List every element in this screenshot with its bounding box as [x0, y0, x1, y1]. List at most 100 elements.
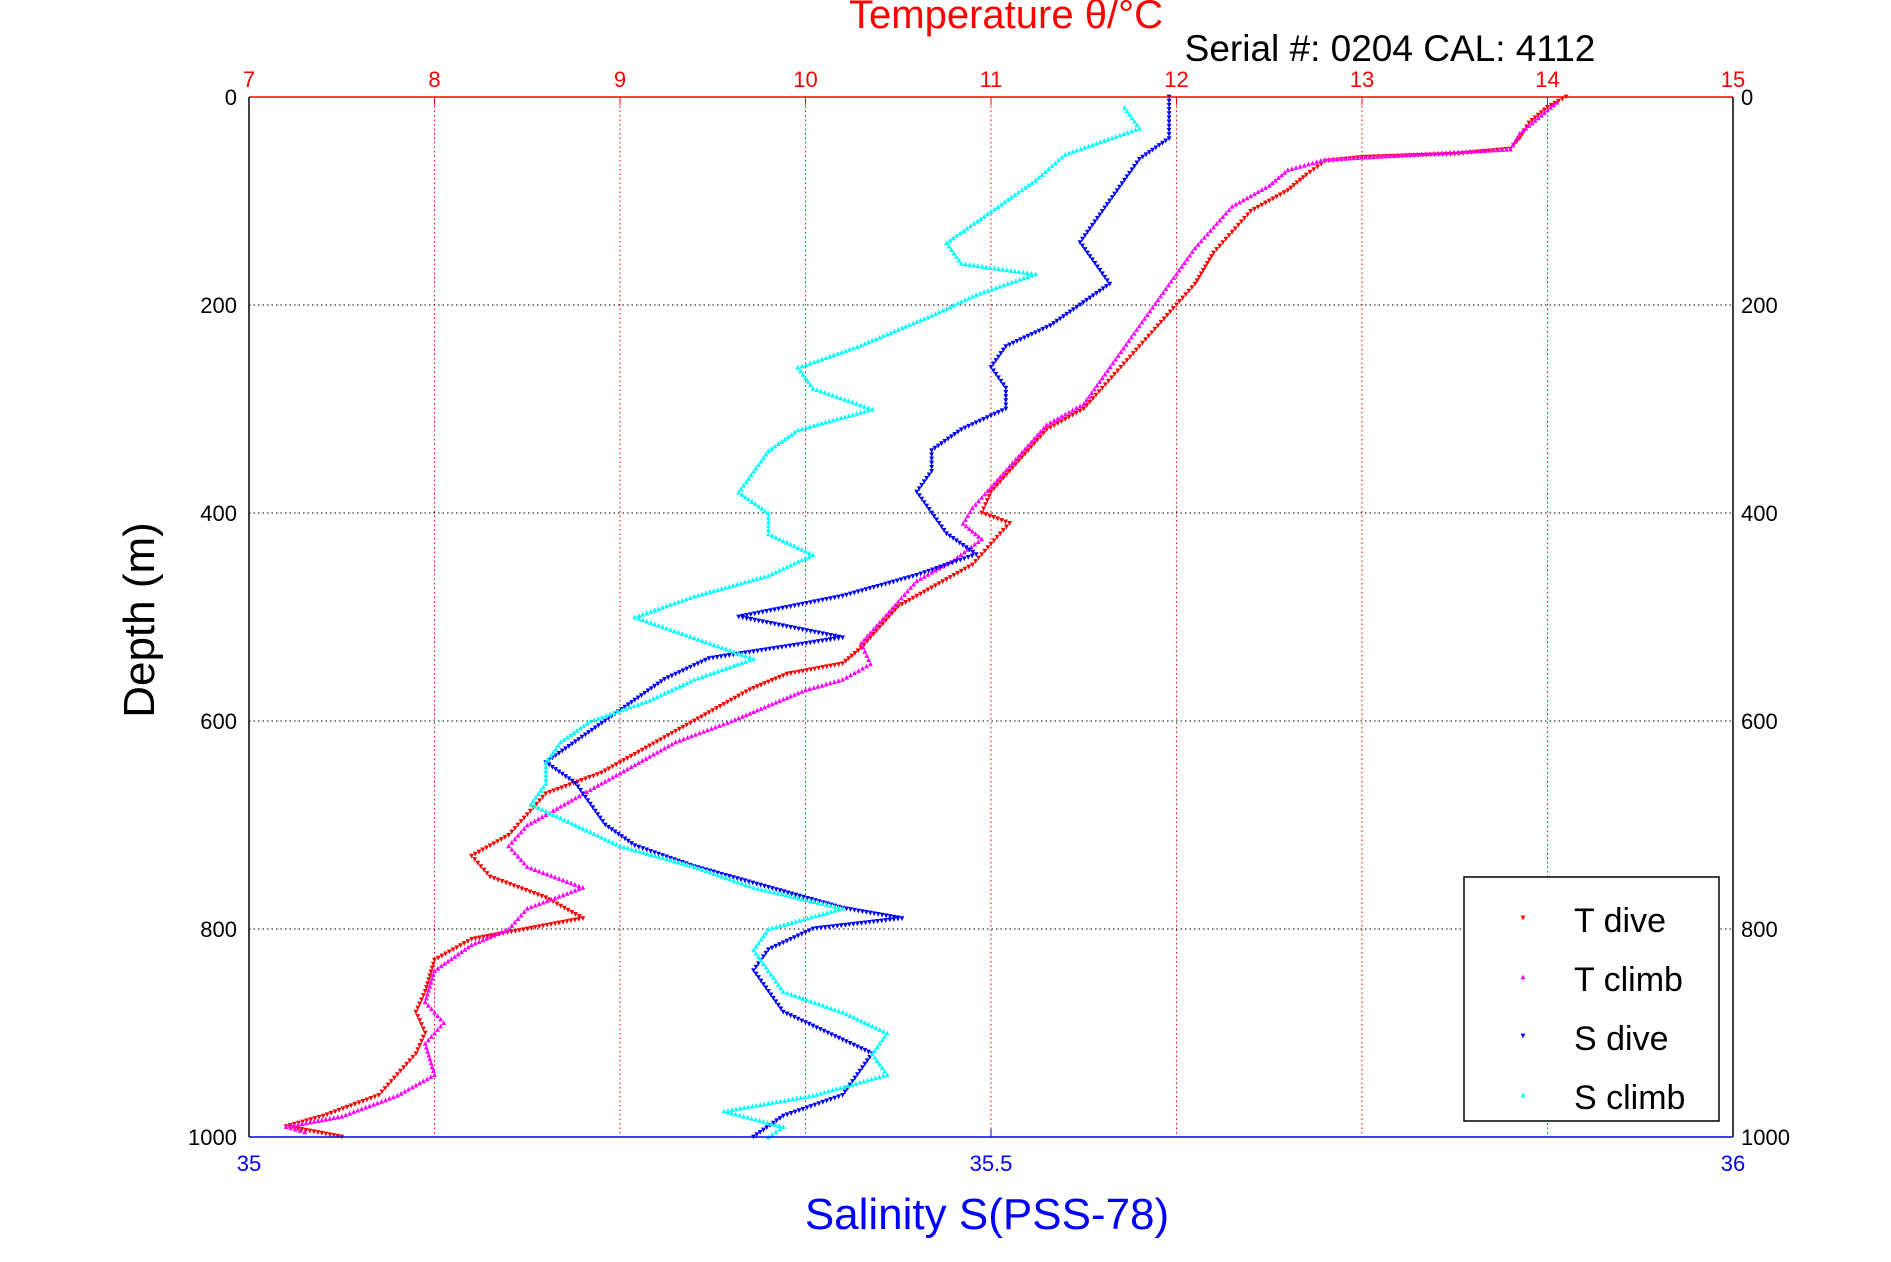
data-point	[791, 692, 797, 697]
data-point	[717, 704, 723, 709]
data-point	[964, 225, 970, 231]
data-point	[762, 883, 767, 889]
data-point	[787, 893, 793, 899]
data-point	[1226, 233, 1232, 239]
data-point	[477, 935, 482, 941]
data-point	[875, 912, 881, 917]
data-point	[512, 826, 518, 831]
data-point	[1451, 149, 1457, 155]
data-point	[741, 1113, 747, 1119]
data-point	[957, 557, 963, 563]
data-point	[812, 1000, 818, 1005]
data-point	[789, 432, 794, 437]
data-point	[540, 794, 546, 800]
data-point	[939, 441, 944, 447]
data-point	[587, 775, 592, 780]
data-point	[327, 1132, 333, 1138]
data-point	[773, 1129, 779, 1135]
data-point	[729, 1107, 735, 1112]
data-point	[1237, 199, 1242, 205]
data-point	[880, 621, 886, 627]
data-point	[831, 679, 837, 685]
data-point	[1054, 318, 1060, 324]
data-point	[730, 582, 736, 588]
data-point	[748, 617, 754, 622]
data-point	[1318, 158, 1324, 163]
data-point	[543, 760, 549, 765]
data-point	[565, 799, 571, 805]
data-point	[996, 266, 1001, 271]
data-point	[383, 1097, 388, 1103]
data-point	[966, 423, 972, 429]
data-point	[1115, 353, 1121, 358]
data-point	[699, 714, 705, 720]
data-point	[895, 604, 901, 609]
data-point	[550, 749, 556, 755]
data-point	[406, 1086, 411, 1092]
data-point	[344, 1104, 350, 1110]
data-point	[1294, 180, 1300, 186]
data-point	[946, 243, 952, 249]
data-point	[699, 591, 705, 597]
data-point	[662, 745, 667, 751]
data-point	[518, 857, 524, 863]
data-point	[757, 1117, 762, 1123]
data-point	[1126, 338, 1132, 344]
data-point	[766, 527, 771, 533]
data-point	[689, 733, 694, 739]
data-point	[553, 746, 559, 752]
data-point	[1129, 115, 1135, 121]
data-point	[683, 632, 689, 638]
data-point	[1130, 351, 1136, 356]
data-point	[865, 405, 871, 411]
data-point	[808, 382, 813, 388]
data-point	[995, 204, 1001, 209]
data-point	[799, 896, 805, 902]
data-point	[751, 947, 756, 953]
data-point	[800, 1106, 806, 1112]
data-point	[822, 389, 828, 395]
data-point	[773, 978, 779, 984]
data-point	[587, 801, 593, 807]
data-point	[925, 314, 931, 320]
data-point	[1166, 98, 1172, 104]
data-point	[796, 626, 802, 632]
data-point	[874, 1058, 880, 1064]
data-point	[372, 1094, 378, 1100]
data-point	[543, 812, 549, 817]
data-point	[1102, 205, 1108, 211]
data-point	[429, 1064, 435, 1070]
data-point	[822, 1089, 828, 1095]
data-point	[1306, 161, 1311, 167]
data-point	[795, 642, 801, 648]
data-point	[1226, 207, 1232, 213]
data-point	[610, 774, 615, 780]
data-point	[803, 555, 808, 561]
data-point	[691, 718, 697, 724]
data-point	[628, 764, 634, 770]
data-point	[1013, 462, 1019, 467]
data-point	[867, 910, 873, 916]
data-point	[762, 704, 768, 710]
data-point	[1520, 974, 1526, 980]
data-point	[854, 401, 859, 406]
data-point	[918, 571, 924, 577]
data-point	[759, 505, 765, 511]
data-point	[1077, 403, 1083, 409]
data-point	[1025, 333, 1031, 339]
data-point	[1161, 316, 1167, 322]
data-point	[644, 618, 650, 624]
data-point	[1248, 193, 1254, 199]
data-point	[804, 1105, 810, 1111]
data-point	[743, 650, 748, 656]
data-point	[679, 597, 685, 603]
data-point	[1102, 371, 1108, 377]
data-point	[1255, 204, 1261, 210]
data-point	[731, 649, 737, 655]
data-point	[648, 852, 654, 857]
data-point	[880, 1073, 886, 1079]
data-point	[1097, 139, 1103, 145]
data-point	[979, 536, 985, 542]
data-point	[1538, 110, 1544, 115]
data-point	[807, 640, 813, 646]
